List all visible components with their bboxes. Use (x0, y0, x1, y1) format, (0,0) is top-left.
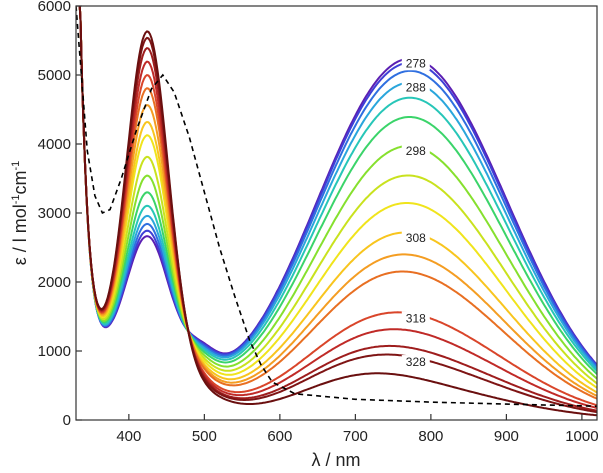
spectrum-line (78, 6, 597, 409)
spectrum-line (78, 6, 597, 372)
series-label-bg (401, 56, 430, 71)
spectrum-line (78, 6, 597, 407)
series-layer (78, 6, 597, 417)
spectrum-line (78, 6, 597, 385)
y-tick-label: 3000 (38, 205, 71, 222)
series-label: 278 (406, 56, 426, 70)
x-tick-label: 1000 (565, 428, 598, 445)
y-axis-title-unit: cm (10, 170, 30, 194)
series-label-bg (401, 230, 430, 245)
spectrum-line (78, 6, 597, 389)
y-axis-title: ε / l mol-1cm-1 (10, 161, 30, 266)
y-axis-title-main: ε / l mol (10, 204, 30, 265)
spectrum-line (78, 6, 597, 380)
spectrum-line (78, 6, 597, 370)
series-label-bg (401, 143, 430, 158)
y-tick-label: 0 (63, 412, 71, 429)
series-label-layer: 278 288 298 308 318 328 (401, 56, 430, 370)
spectrum-line (78, 6, 597, 366)
series-label: 308 (406, 231, 426, 245)
x-tick-label: 600 (267, 428, 292, 445)
series-label: 288 (406, 80, 426, 94)
series-label-bg (401, 311, 430, 326)
x-tick-label: 700 (343, 428, 368, 445)
series-label: 298 (406, 144, 426, 158)
spectrum-line (78, 6, 597, 412)
y-axis: 0 1000 2000 3000 4000 5000 6000 (38, 0, 82, 429)
y-axis-title-exp2: -1 (10, 161, 22, 171)
spectrum-line (78, 6, 597, 397)
spectrum-line (78, 6, 597, 367)
y-tick-label: 5000 (38, 67, 71, 84)
y-tick-label: 1000 (38, 343, 71, 360)
y-axis-title-exp1: -1 (10, 194, 22, 204)
x-tick-label: 400 (116, 428, 141, 445)
series-label: 318 (406, 312, 426, 326)
y-tick-label: 6000 (38, 0, 71, 15)
x-axis: 400 500 600 700 800 900 1000 (116, 414, 599, 445)
x-tick-label: 900 (494, 428, 519, 445)
spectrum-line (78, 6, 597, 417)
y-tick-label: 2000 (38, 274, 71, 291)
x-tick-label: 500 (192, 428, 217, 445)
series-label-bg (401, 80, 430, 95)
x-axis-title: λ / nm (311, 450, 360, 470)
spectrum-line (78, 6, 597, 368)
x-tick-label: 800 (418, 428, 443, 445)
y-tick-label: 4000 (38, 136, 71, 153)
spectrum-line (78, 6, 597, 375)
spectrum-line (78, 6, 597, 400)
series-label: 328 (406, 355, 426, 369)
reference-layer (76, 6, 597, 407)
spectrum-line (78, 6, 597, 394)
reference-dashed-line (76, 6, 597, 407)
series-label-bg (401, 355, 430, 370)
